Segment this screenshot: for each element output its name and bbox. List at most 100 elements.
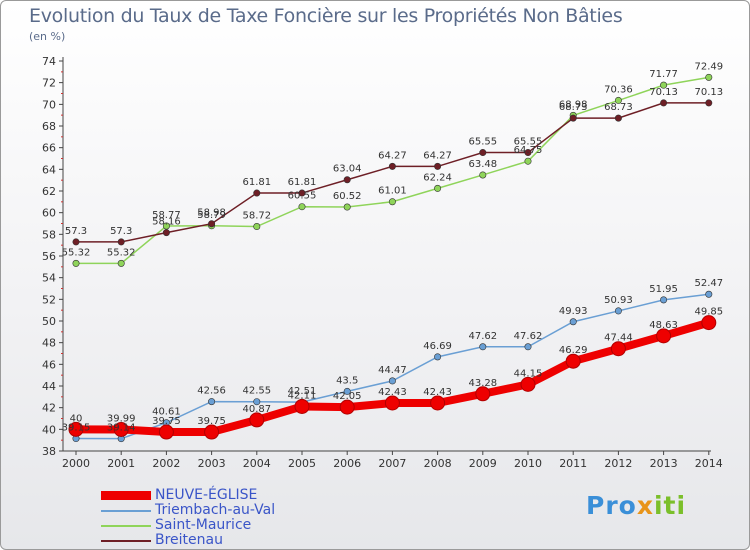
data-label-neuve-glise: 39.99 <box>107 413 136 424</box>
data-point-breitenau <box>479 149 487 157</box>
data-label-neuve-glise: 46.29 <box>559 345 588 356</box>
y-tick-label: 70 <box>42 98 56 111</box>
legend-item-neuve-glise: NEUVE-ÉGLISE <box>101 487 401 503</box>
data-point-breitenau <box>72 238 80 246</box>
x-tick-label: 2013 <box>650 457 678 470</box>
x-tick-label: 2010 <box>514 457 542 470</box>
data-point-neuve-glise <box>113 421 129 437</box>
data-point-breitenau <box>705 99 713 107</box>
legend-swatch <box>101 525 151 527</box>
data-label-triembach-au-val: 42.51 <box>288 386 317 397</box>
data-label-neuve-glise: 40 <box>70 413 83 424</box>
data-label-saint-maurice: 70.36 <box>604 84 633 95</box>
data-label-breitenau: 58.98 <box>197 208 226 219</box>
data-label-neuve-glise: 39.75 <box>197 416 226 427</box>
proxiti-logo: Proxiti <box>586 491 687 520</box>
x-tick-label: 2002 <box>152 457 180 470</box>
data-label-neuve-glise: 47.44 <box>604 333 633 344</box>
data-label-saint-maurice: 62.24 <box>423 172 452 183</box>
chart-title: Evolution du Taux de Taxe Foncière sur l… <box>29 5 623 27</box>
legend-swatch <box>101 510 151 512</box>
legend-swatch <box>101 540 151 542</box>
data-label-triembach-au-val: 44.47 <box>378 365 407 376</box>
data-point-breitenau <box>660 99 668 107</box>
x-tick-label: 2014 <box>695 457 723 470</box>
data-label-breitenau: 64.27 <box>423 150 452 161</box>
data-label-triembach-au-val: 42.56 <box>197 386 226 397</box>
data-label-breitenau: 70.13 <box>694 87 723 98</box>
data-point-neuve-glise <box>656 328 672 344</box>
y-tick-label: 58 <box>42 228 56 241</box>
data-point-breitenau <box>298 189 306 197</box>
legend-label: Triembach-au-Val <box>155 502 276 518</box>
data-label-breitenau: 68.73 <box>559 102 588 113</box>
y-tick-label: 54 <box>42 272 56 285</box>
y-tick-label: 66 <box>42 142 56 155</box>
data-point-triembach-au-val <box>343 387 351 395</box>
data-label-saint-maurice: 58.77 <box>152 210 181 221</box>
data-point-triembach-au-val <box>614 307 622 315</box>
legend-label: Breitenau <box>155 532 223 548</box>
data-label-neuve-glise: 42.43 <box>423 387 452 398</box>
x-tick-label: 2001 <box>107 457 135 470</box>
data-point-saint-maurice <box>117 259 125 267</box>
data-label-saint-maurice: 55.32 <box>62 247 91 258</box>
data-label-breitenau: 58.16 <box>152 217 181 228</box>
y-tick-label: 60 <box>42 207 56 220</box>
data-point-breitenau <box>253 189 261 197</box>
data-label-breitenau: 65.55 <box>468 137 497 148</box>
data-point-triembach-au-val <box>524 343 532 351</box>
data-label-triembach-au-val: 51.95 <box>649 284 678 295</box>
data-label-breitenau: 61.81 <box>242 177 271 188</box>
x-tick-label: 2008 <box>424 457 452 470</box>
y-tick-label: 68 <box>42 120 56 133</box>
legend-item-breitenau: Breitenau <box>101 532 401 548</box>
data-point-neuve-glise <box>158 424 174 440</box>
data-label-triembach-au-val: 47.62 <box>514 331 543 342</box>
data-point-breitenau <box>524 149 532 157</box>
data-point-neuve-glise <box>610 341 626 357</box>
data-label-saint-maurice: 61.01 <box>378 186 407 197</box>
data-label-saint-maurice: 64.75 <box>514 145 543 156</box>
data-point-saint-maurice <box>388 198 396 206</box>
data-point-breitenau <box>569 114 577 122</box>
data-label-breitenau: 65.55 <box>514 137 543 148</box>
data-point-neuve-glise <box>430 395 446 411</box>
data-label-saint-maurice: 63.48 <box>468 159 497 170</box>
data-label-triembach-au-val: 50.93 <box>604 295 633 306</box>
data-point-saint-maurice <box>434 184 442 192</box>
y-tick-label: 52 <box>42 293 56 306</box>
legend-item-saint-maurice: Saint-Maurice <box>101 517 401 533</box>
y-tick-label: 46 <box>42 358 56 371</box>
x-tick-label: 2005 <box>288 457 316 470</box>
data-point-breitenau <box>162 229 170 237</box>
data-point-breitenau <box>343 176 351 184</box>
data-point-neuve-glise <box>475 386 491 402</box>
legend-label: Saint-Maurice <box>155 517 252 533</box>
y-tick-label: 48 <box>42 337 56 350</box>
data-point-triembach-au-val <box>479 343 487 351</box>
data-point-saint-maurice <box>524 157 532 165</box>
x-tick-label: 2004 <box>243 457 271 470</box>
data-label-triembach-au-val: 39.15 <box>62 423 91 434</box>
data-point-saint-maurice <box>660 81 668 89</box>
y-tick-label: 38 <box>42 445 56 458</box>
data-point-neuve-glise <box>701 315 717 331</box>
data-label-breitenau: 70.13 <box>649 87 678 98</box>
data-point-neuve-glise <box>68 421 84 437</box>
data-label-neuve-glise: 42.43 <box>378 387 407 398</box>
data-point-triembach-au-val <box>208 398 216 406</box>
data-label-breitenau: 64.27 <box>378 150 407 161</box>
data-point-saint-maurice <box>479 171 487 179</box>
data-label-neuve-glise: 42.05 <box>333 391 362 402</box>
y-tick-label: 56 <box>42 250 56 263</box>
data-point-triembach-au-val <box>434 353 442 361</box>
data-label-triembach-au-val: 46.69 <box>423 341 452 352</box>
data-point-neuve-glise <box>520 376 536 392</box>
data-label-saint-maurice: 68.98 <box>559 99 588 110</box>
legend-item-triembach-au-val: Triembach-au-Val <box>101 502 401 518</box>
data-label-neuve-glise: 43.28 <box>468 378 497 389</box>
data-point-saint-maurice <box>253 223 261 231</box>
x-tick-label: 2012 <box>604 457 632 470</box>
